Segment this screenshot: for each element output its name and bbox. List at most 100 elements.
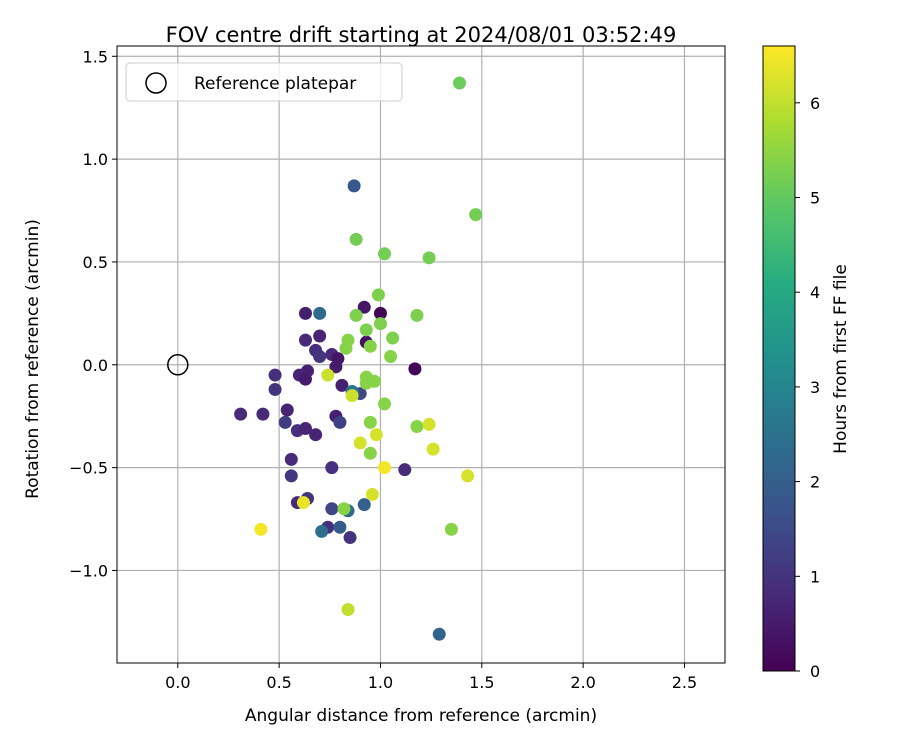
scatter-point <box>325 502 339 516</box>
y-tick-label: 0.0 <box>83 356 108 375</box>
scatter-point <box>365 487 379 501</box>
scatter-point <box>422 251 436 265</box>
scatter-point <box>298 372 312 386</box>
legend-entry-label: Reference platepar <box>194 74 356 94</box>
scatter-point <box>426 442 440 456</box>
scatter-point <box>278 415 292 429</box>
scatter-point <box>296 496 310 510</box>
scatter-point <box>339 341 353 355</box>
scatter-point <box>371 288 385 302</box>
scatter-point <box>321 368 335 382</box>
legend: Reference platepar <box>125 62 403 102</box>
scatter-point <box>410 308 424 322</box>
colorbar-tick-label: 4 <box>810 283 820 302</box>
colorbar-label: Hours from first FF file <box>831 264 851 454</box>
plot-frame <box>116 45 726 664</box>
colorbar-tick-label: 5 <box>810 189 820 208</box>
scatter-point <box>335 378 349 392</box>
y-tick-label: 0.5 <box>83 253 108 272</box>
scatter-point <box>453 76 467 90</box>
chart-title: FOV centre drift starting at 2024/08/01 … <box>166 23 677 47</box>
scatter-point <box>363 339 377 353</box>
scatter-point <box>313 306 327 320</box>
scatter-point <box>363 446 377 460</box>
scatter-point <box>461 469 475 483</box>
scatter-point <box>373 306 387 320</box>
scatter-points <box>234 76 483 641</box>
scatter-point <box>444 522 458 536</box>
scatter-point <box>256 407 270 421</box>
scatter-point <box>325 461 339 475</box>
scatter-point <box>432 627 446 641</box>
scatter-point <box>341 603 355 617</box>
y-tick-label: 1.0 <box>83 150 108 169</box>
x-tick-label: 0.0 <box>165 673 190 692</box>
scatter-point <box>313 329 327 343</box>
colorbar-ticks: 0 1 2 3 4 5 6 <box>795 94 820 681</box>
x-axis-ticks: 0.0 0.5 1.0 1.5 2.0 2.5 <box>165 663 697 692</box>
scatter-point <box>268 368 282 382</box>
x-axis-label: Angular distance from reference (arcmin) <box>245 706 597 726</box>
colorbar: 0 1 2 3 4 5 6 Hours from first FF file <box>762 45 851 681</box>
scatter-point <box>298 306 312 320</box>
scatter-point <box>343 531 357 545</box>
colorbar-tick-label: 0 <box>810 662 820 681</box>
scatter-point <box>345 389 359 403</box>
scatter-point <box>408 362 422 376</box>
reference-platepar-marker <box>167 354 189 376</box>
scatter-point <box>268 382 282 396</box>
scatter-point <box>369 428 383 442</box>
scatter-point <box>333 415 347 429</box>
scatter-point <box>357 498 371 512</box>
scatter-point <box>309 428 323 442</box>
scatter-point <box>422 417 436 431</box>
scatter-point <box>298 422 312 436</box>
scatter-point <box>363 415 377 429</box>
x-tick-label: 1.0 <box>368 673 393 692</box>
scatter-point <box>337 502 351 516</box>
scatter-point <box>280 403 294 417</box>
colorbar-tick-label: 3 <box>810 378 820 397</box>
scatter-point <box>284 452 298 466</box>
scatter-point <box>398 463 412 477</box>
grid <box>117 46 725 663</box>
scatter-point <box>410 419 424 433</box>
colorbar-gradient <box>762 45 796 672</box>
y-tick-label: −0.5 <box>69 459 108 478</box>
scatter-point <box>347 179 361 193</box>
scatter-point <box>349 308 363 322</box>
y-axis-ticks: −1.0 −0.5 0.0 0.5 1.0 1.5 <box>69 47 117 580</box>
scatter-point <box>329 360 343 374</box>
x-tick-label: 0.5 <box>266 673 291 692</box>
scatter-point <box>384 350 398 364</box>
colorbar-tick-label: 6 <box>810 94 820 113</box>
scatter-point <box>359 323 373 337</box>
scatter-point <box>313 350 327 364</box>
scatter-point <box>378 247 392 261</box>
scatter-point <box>254 522 268 536</box>
legend-marker <box>145 72 167 94</box>
colorbar-tick-label: 2 <box>810 473 820 492</box>
legend-box <box>125 62 403 102</box>
scatter-point <box>333 520 347 534</box>
scatter-point <box>373 317 387 331</box>
scatter-point <box>359 376 373 390</box>
scatter-point <box>349 232 363 246</box>
scatter-point <box>378 461 392 475</box>
scatter-point <box>386 331 400 345</box>
x-tick-label: 2.0 <box>570 673 595 692</box>
x-tick-label: 2.5 <box>672 673 697 692</box>
y-axis-label: Rotation from reference (arcmin) <box>23 219 43 499</box>
colorbar-tick-label: 1 <box>810 567 820 586</box>
scatter-point <box>234 407 248 421</box>
y-tick-label: −1.0 <box>69 561 108 580</box>
scatter-point <box>298 333 312 347</box>
scatter-point <box>357 300 371 314</box>
x-tick-label: 1.5 <box>469 673 494 692</box>
scatter-point <box>469 208 483 222</box>
scatter-point <box>353 436 367 450</box>
y-tick-label: 1.5 <box>83 47 108 66</box>
scatter-point <box>284 469 298 483</box>
